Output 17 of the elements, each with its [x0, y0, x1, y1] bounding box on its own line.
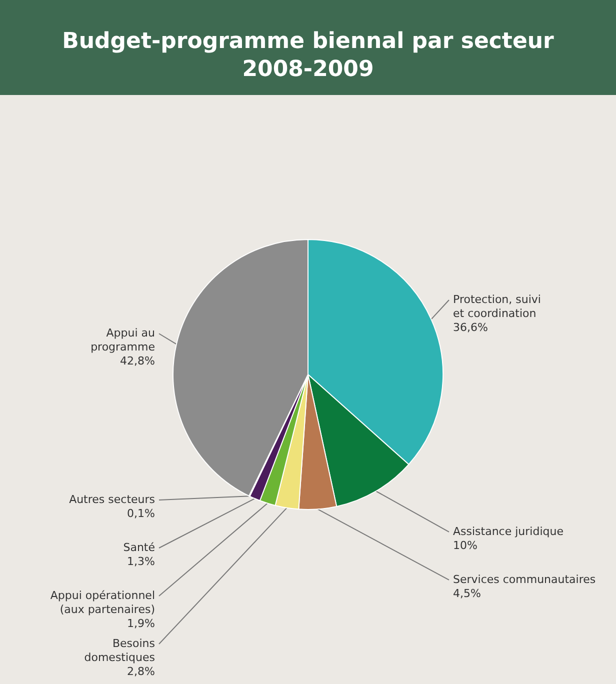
slice-label: Protection, suivi et coordination [453, 293, 541, 320]
slice-label: Besoins domestiques [84, 637, 156, 664]
data-label: 1,3% [127, 555, 155, 568]
slice-label: Assistance juridique [453, 524, 564, 538]
slice-label: Services communautaires [453, 572, 596, 586]
chart-title: Budget-programme biennal par secteur 2008-2009 [62, 29, 554, 82]
slice-label: Autres secteurs [69, 493, 156, 506]
data-label: 1,9% [127, 617, 155, 630]
data-label: 0,1% [127, 507, 155, 520]
slice-label: Appui opérationnel (aux partenaires) [50, 589, 155, 616]
slice-label: Appui au programme [90, 326, 156, 354]
data-label: 36,6% [453, 321, 488, 334]
data-label: 2,8% [127, 665, 155, 678]
data-label: 10% [453, 538, 478, 552]
data-label: 42,8% [120, 354, 155, 368]
data-label: 4,5% [453, 586, 481, 600]
slice-label: Santé [123, 541, 156, 554]
